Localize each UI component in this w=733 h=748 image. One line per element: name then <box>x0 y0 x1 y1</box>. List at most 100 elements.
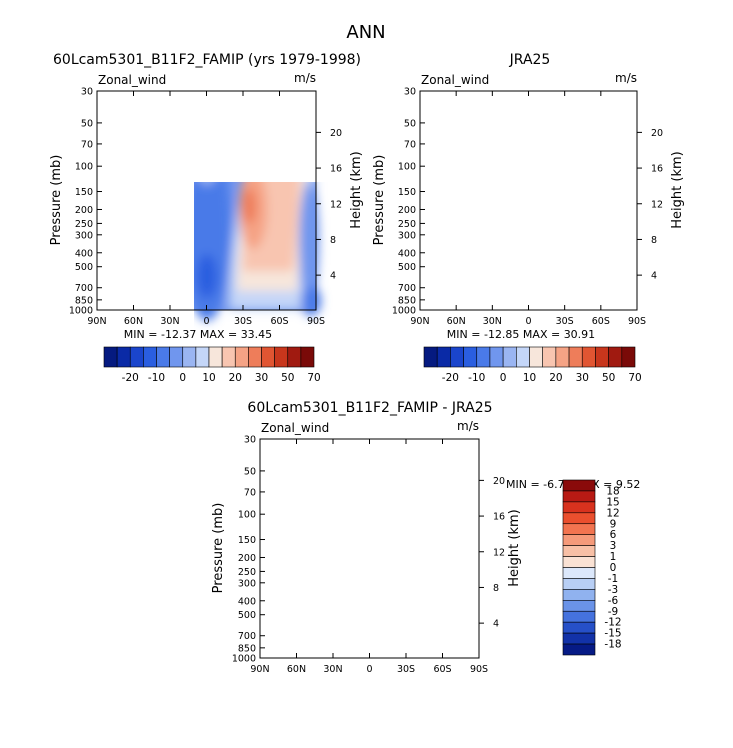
y-tick-label: 300 <box>398 230 416 241</box>
colorbar-label: 20 <box>229 372 242 384</box>
y-tick-label: 850 <box>75 295 93 306</box>
y-tick-label: 500 <box>238 610 256 621</box>
colorbar-label: -20 <box>442 372 459 384</box>
y-tick-label: 400 <box>398 248 416 259</box>
y-tick-label: 200 <box>75 205 93 216</box>
x-tick-label: 90N <box>410 316 429 327</box>
panel-obs-ylabel: Pressure (mb) <box>372 155 387 246</box>
x-tick-label: 60S <box>592 316 610 327</box>
panel-obs-title: JRA25 <box>509 52 551 68</box>
colorbar-label: -6 <box>608 595 619 607</box>
colorbar-swatch <box>562 600 596 612</box>
y-tick-label: 700 <box>238 631 256 642</box>
y-tick-label: 250 <box>398 219 416 230</box>
height-tick-label: 12 <box>493 547 505 558</box>
height-tick-label: 12 <box>651 199 663 210</box>
colorbar-swatch <box>476 346 491 368</box>
panel-model-title: 60Lcam5301_B11F2_FAMIP (yrs 1979-1998) <box>53 52 361 68</box>
colorbar-label: 50 <box>602 372 615 384</box>
colorbar-label: -15 <box>604 628 621 640</box>
panel-obs-ylabel-right: Height (km) <box>670 151 685 228</box>
colorbar-label: 0 <box>610 562 617 574</box>
colorbar-label: 30 <box>576 372 589 384</box>
colorbar-swatch <box>436 346 451 368</box>
colorbar-swatch <box>562 512 596 525</box>
colorbar-label: -10 <box>468 372 485 384</box>
x-tick-label: 90S <box>307 316 325 327</box>
panel-obs-hticks: 4 8 12 16 20 <box>637 128 663 282</box>
x-tick-label: 0 <box>525 316 531 327</box>
colorbar-swatch <box>450 346 464 368</box>
x-tick-label: 30N <box>160 316 179 327</box>
colorbar-swatch <box>555 346 570 368</box>
y-tick-label: 1000 <box>392 306 416 317</box>
panel-diff: 60Lcam5301_B11F2_FAMIP - JRA25 Zonal_win… <box>211 400 640 675</box>
colorbar-label: 18 <box>606 485 619 497</box>
panel-model: 60Lcam5301_B11F2_FAMIP (yrs 1979-1998) Z… <box>49 52 364 384</box>
colorbar-swatch <box>169 346 184 368</box>
x-tick-label: 60N <box>124 316 143 327</box>
colorbar-swatch <box>423 346 438 368</box>
height-tick-label: 8 <box>330 235 336 246</box>
panel-diff-frame <box>259 438 480 659</box>
panel-diff-variable: Zonal_wind <box>261 421 329 435</box>
colorbar-swatch <box>562 610 596 623</box>
colorbar-label: 70 <box>307 372 320 384</box>
colorbar-label: 3 <box>610 540 617 552</box>
colorbar-swatch <box>562 589 596 601</box>
height-tick-label: 12 <box>330 199 342 210</box>
y-tick-label: 50 <box>244 466 256 477</box>
panel-obs-frame <box>419 90 638 311</box>
height-tick-label: 20 <box>493 476 505 487</box>
colorbar-swatch <box>562 545 596 557</box>
colorbar-label: 0 <box>500 372 507 384</box>
panel-model-ylabel: Pressure (mb) <box>49 155 64 246</box>
colorbar-swatch <box>502 346 517 368</box>
colorbar-swatch <box>234 346 249 368</box>
panel-diff-ylabel-right: Height (km) <box>507 509 522 586</box>
colorbar-label: -9 <box>608 606 618 618</box>
panel-model-field <box>87 78 321 321</box>
colorbar-swatch <box>562 523 596 535</box>
x-tick-label: 90N <box>250 664 269 675</box>
colorbar-label: 10 <box>202 372 215 384</box>
colorbar-swatch <box>608 346 623 368</box>
y-tick-label: 30 <box>404 87 416 98</box>
colorbar-label: 0 <box>179 372 186 384</box>
colorbar-label: 15 <box>606 496 619 508</box>
colorbar-swatch <box>195 346 210 368</box>
colorbar-label: -12 <box>604 617 621 629</box>
colorbar-swatch <box>248 346 262 368</box>
colorbar-swatch <box>300 346 315 368</box>
x-tick-label: 60N <box>447 316 466 327</box>
colorbar-swatch <box>621 346 636 368</box>
panel-diff-units: m/s <box>457 419 479 433</box>
panel-obs-field <box>410 78 644 321</box>
height-tick-label: 20 <box>651 128 663 139</box>
panel-obs-minmax: MIN = -12.85 MAX = 30.91 <box>447 328 595 341</box>
y-tick-label: 70 <box>81 139 93 150</box>
colorbar-label: -20 <box>122 372 139 384</box>
colorbar-swatch <box>595 346 609 368</box>
panel-diff-title: 60Lcam5301_B11F2_FAMIP - JRA25 <box>247 400 492 416</box>
height-tick-label: 8 <box>493 583 499 594</box>
colorbar-label: 12 <box>606 507 619 519</box>
colorbar-swatch <box>562 567 596 579</box>
panel-obs-colorbar: -20 -10 0 10 20 30 50 70 <box>423 346 642 384</box>
colorbar-label: 9 <box>610 518 617 530</box>
colorbar-swatch <box>463 346 478 368</box>
panel-diff-ylabel: Pressure (mb) <box>211 503 226 594</box>
colorbar-swatch <box>287 346 302 368</box>
height-tick-label: 16 <box>651 164 663 175</box>
y-tick-label: 500 <box>75 262 93 273</box>
y-tick-label: 50 <box>81 118 93 129</box>
panel-obs-variable: Zonal_wind <box>421 73 489 87</box>
height-tick-label: 20 <box>330 128 342 139</box>
colorbar-swatch <box>562 479 596 492</box>
y-tick-label: 30 <box>81 87 93 98</box>
colorbar-swatch <box>562 501 596 514</box>
